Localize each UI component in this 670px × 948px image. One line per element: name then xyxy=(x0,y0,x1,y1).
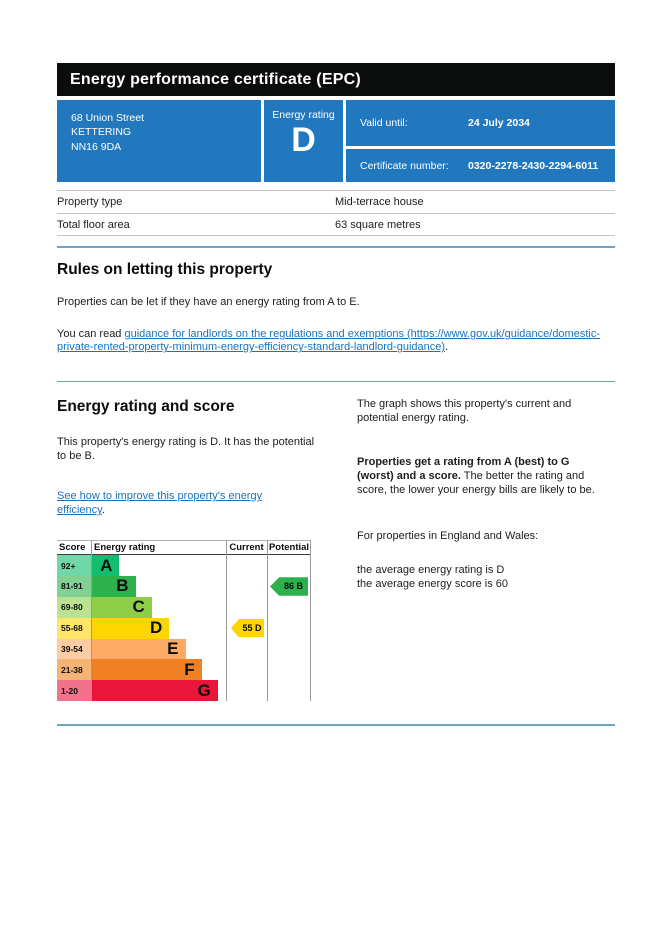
certificate-number-value: 0320-2278-2430-2294-6011 xyxy=(468,159,599,172)
graph-description-2-bold: Properties get a rating from A (best) to… xyxy=(357,456,570,483)
epc-band-row-c: 69-80 C xyxy=(57,596,311,618)
section-divider xyxy=(57,724,615,726)
band-bar-area: D xyxy=(91,617,226,639)
graph-description-3: For properties in England and Wales: xyxy=(357,530,539,543)
epc-band-row-a: 92+ A xyxy=(57,555,311,577)
potential-rating-arrow: 86 B xyxy=(270,577,308,596)
rating-section-heading: Energy rating and score xyxy=(57,398,235,416)
current-rating-arrow: 55 D xyxy=(231,618,264,638)
property-type-label: Property type xyxy=(57,196,123,208)
certificate-number-row: Certificate number: 0320-2278-2430-2294-… xyxy=(346,149,615,182)
band-score-range: 55-68 xyxy=(57,617,91,639)
chart-body: 92+ A 81-91 B 69-80 C 55-68 D 39-54 E 21-38 F 1-20 G … xyxy=(57,540,311,702)
guidance-paragraph: You can read guidance for landlords on t… xyxy=(57,328,615,355)
improve-paragraph: See how to improve this property's energ… xyxy=(57,490,307,518)
chart-gridline xyxy=(91,540,92,702)
energy-rating-value: D xyxy=(291,121,316,159)
floor-area-value: 63 square metres xyxy=(335,218,421,231)
band-bar-a: A xyxy=(91,555,120,577)
section-divider xyxy=(57,380,615,383)
landlord-guidance-link[interactable]: guidance for landlords on the regulation… xyxy=(57,328,600,354)
epc-band-row-d: 55-68 D xyxy=(57,617,311,639)
address-line-3: NN16 9DA xyxy=(71,140,122,153)
certificate-details: Valid until: 24 July 2034 Certificate nu… xyxy=(346,100,615,182)
band-bar-e: E xyxy=(91,638,186,660)
epc-band-row-f: 21-38 F xyxy=(57,659,311,681)
chart-gridline xyxy=(226,540,227,702)
guidance-suffix: . xyxy=(445,341,449,354)
graph-description-2: Properties get a rating from A (best) to… xyxy=(357,456,607,498)
property-details-table: Property type Mid-terrace house Total fl… xyxy=(57,190,615,236)
epc-certificate-page: Energy performance certificate (EPC) 68 … xyxy=(57,0,615,726)
epc-rating-chart: Score Energy rating Current Potential 92… xyxy=(57,540,311,702)
section-divider xyxy=(57,246,615,248)
graph-averages: the average energy rating is D the avera… xyxy=(357,564,607,592)
energy-rating-box: Energy rating D xyxy=(264,100,343,182)
chart-gridline xyxy=(310,540,311,702)
epc-band-row-e: 39-54 E xyxy=(57,638,311,660)
band-bar-area: E xyxy=(91,638,226,660)
certificate-summary-panel: 68 Union Street KETTERING NN16 9DA Energ… xyxy=(57,100,615,182)
current-column-header: Current xyxy=(229,542,264,554)
page-title: Energy performance certificate (EPC) xyxy=(57,63,615,96)
band-bar-b: B xyxy=(91,576,136,597)
band-score-range: 92+ xyxy=(57,555,91,577)
guidance-intro: You can read xyxy=(57,328,125,340)
rating-column: Energy rating and score This property's … xyxy=(57,398,357,702)
rating-lead-paragraph: This property's energy rating is D. It h… xyxy=(57,436,315,463)
energy-rating-label: Energy rating xyxy=(272,109,335,121)
band-bar-c: C xyxy=(91,596,152,618)
band-bar-g: G xyxy=(91,680,218,702)
improve-efficiency-link[interactable]: See how to improve this property's energ… xyxy=(57,490,263,517)
band-bar-area: A xyxy=(91,555,226,577)
property-type-value: Mid-terrace house xyxy=(335,196,424,208)
rules-paragraph: Properties can be let if they have an en… xyxy=(57,296,360,308)
graph-description-2-rest: The better the rating and score, the low… xyxy=(357,470,595,497)
band-score-range: 21-38 xyxy=(57,659,91,681)
score-column-header: Score xyxy=(59,542,86,554)
table-row: Property type Mid-terrace house xyxy=(57,190,615,213)
band-score-range: 1-20 xyxy=(57,680,91,702)
average-rating-line: the average energy rating is D xyxy=(357,564,505,577)
epc-band-row-b: 81-91 B xyxy=(57,576,311,597)
band-bar-f: F xyxy=(91,659,202,681)
valid-until-value: 24 July 2034 xyxy=(468,117,530,129)
rating-and-score-section: Energy rating and score This property's … xyxy=(57,398,615,702)
band-bar-area: B xyxy=(91,576,226,597)
chart-header-row: Score Energy rating Current Potential xyxy=(57,541,311,556)
band-score-range: 81-91 xyxy=(57,576,91,597)
table-row: Total floor area 63 square metres xyxy=(57,213,615,236)
band-bar-area: G xyxy=(91,680,226,702)
band-bar-area: F xyxy=(91,659,226,681)
floor-area-label: Total floor area xyxy=(57,218,130,231)
graph-description-column: The graph shows this property's current … xyxy=(357,398,615,701)
valid-until-label: Valid until: xyxy=(360,117,408,129)
band-score-range: 69-80 xyxy=(57,596,91,618)
band-bar-area: C xyxy=(91,596,226,618)
band-score-range: 39-54 xyxy=(57,638,91,660)
improve-suffix: . xyxy=(101,504,105,517)
epc-band-row-g: 1-20 G xyxy=(57,680,311,702)
rating-column-header: Energy rating xyxy=(94,542,156,554)
rules-section-heading: Rules on letting this property xyxy=(57,261,273,278)
graph-description-1: The graph shows this property's current … xyxy=(357,398,572,425)
address-line-1: 68 Union Street xyxy=(71,112,144,124)
chart-gridline xyxy=(267,540,268,702)
address-line-2: KETTERING xyxy=(71,126,132,139)
valid-until-row: Valid until: 24 July 2034 xyxy=(346,100,615,146)
certificate-number-label: Certificate number: xyxy=(360,159,449,172)
potential-column-header: Potential xyxy=(268,542,310,554)
band-bar-d: D xyxy=(91,617,170,639)
average-score-line: the average energy score is 60 xyxy=(357,578,509,591)
property-address: 68 Union Street KETTERING NN16 9DA xyxy=(57,100,261,182)
